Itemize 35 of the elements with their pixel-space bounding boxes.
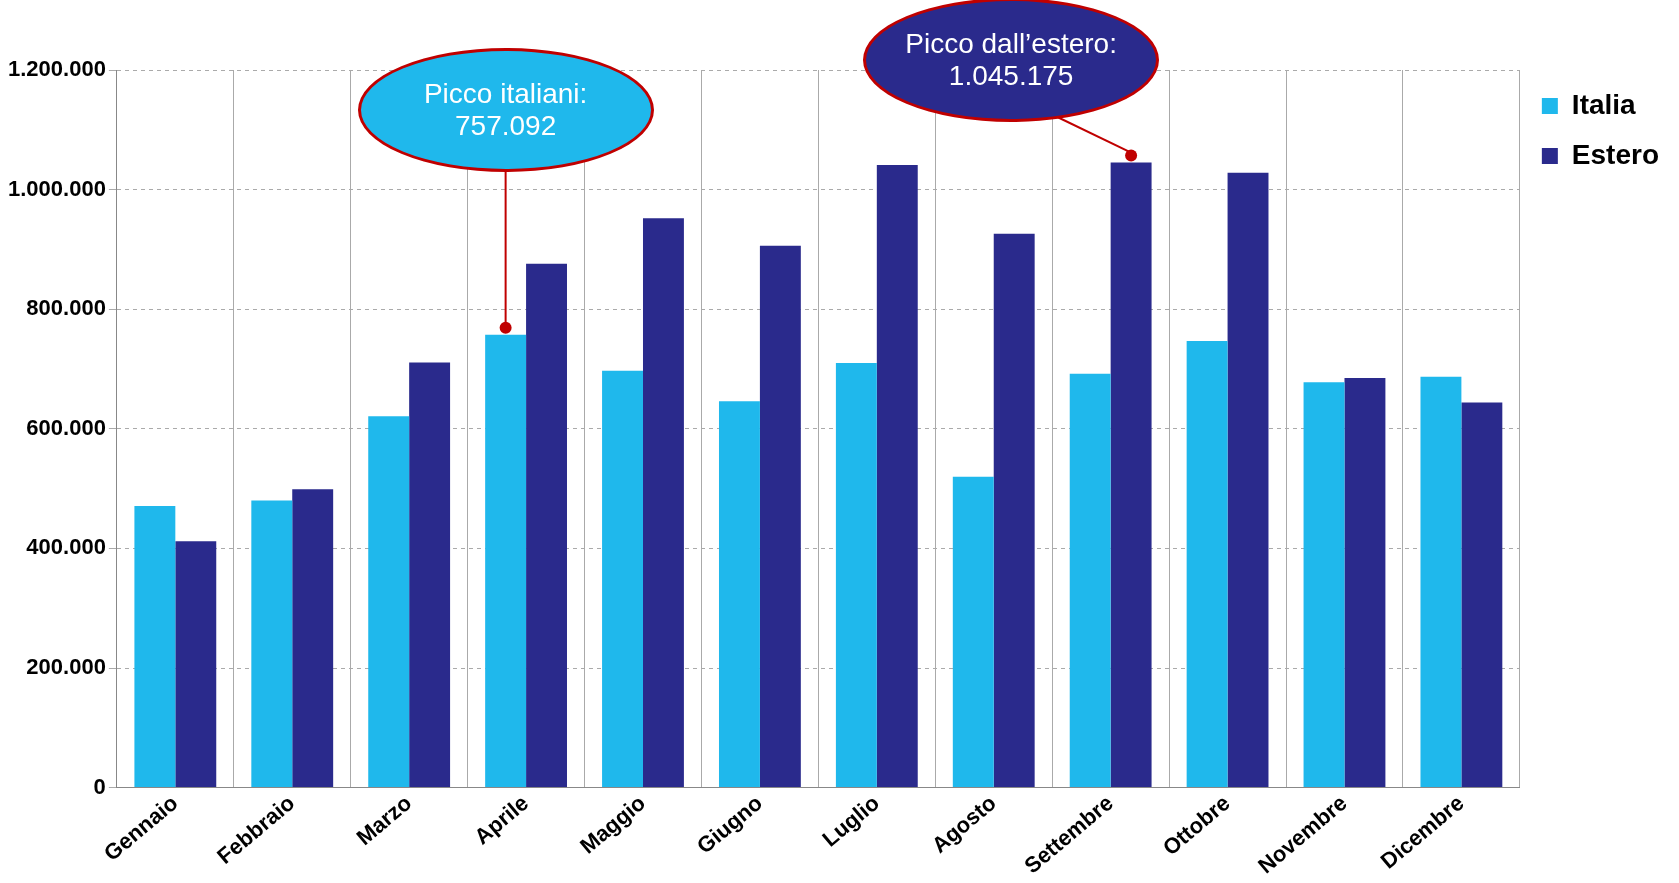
bar — [835, 363, 877, 788]
bar — [485, 334, 527, 788]
bar — [368, 416, 410, 788]
bar — [292, 489, 334, 788]
bar — [1227, 172, 1269, 788]
y-tick-label: 200.000 — [26, 654, 106, 680]
bar — [876, 165, 918, 788]
bar — [952, 476, 994, 788]
bar — [993, 233, 1035, 788]
y-tick-label: 0 — [93, 773, 106, 799]
bar — [718, 401, 760, 788]
bar — [642, 218, 684, 788]
y-tick-label: 400.000 — [26, 534, 106, 560]
bar — [602, 370, 643, 788]
bar — [409, 362, 451, 788]
bar — [1069, 373, 1111, 788]
legend-label: Estero — [1571, 138, 1660, 170]
bar — [251, 500, 293, 788]
bar — [1420, 376, 1462, 788]
bar — [1461, 402, 1503, 788]
bar — [759, 245, 801, 788]
y-tick-label: 600.000 — [26, 414, 106, 440]
bar — [134, 505, 176, 788]
bar — [526, 263, 567, 788]
bar — [175, 541, 217, 788]
callout-bubble: Picco dall’estero: 1.045.175 — [863, 0, 1160, 122]
callout-bubble: Picco italiani: 757.092 — [357, 48, 654, 172]
bar — [1186, 340, 1228, 788]
bar — [1344, 377, 1386, 788]
bar — [1303, 382, 1345, 788]
y-tick-label: 1.000.000 — [8, 175, 106, 201]
legend-label: Italia — [1571, 88, 1637, 120]
bar — [1110, 162, 1152, 788]
y-tick-label: 1.200.000 — [8, 56, 106, 82]
y-tick-label: 800.000 — [26, 295, 106, 321]
